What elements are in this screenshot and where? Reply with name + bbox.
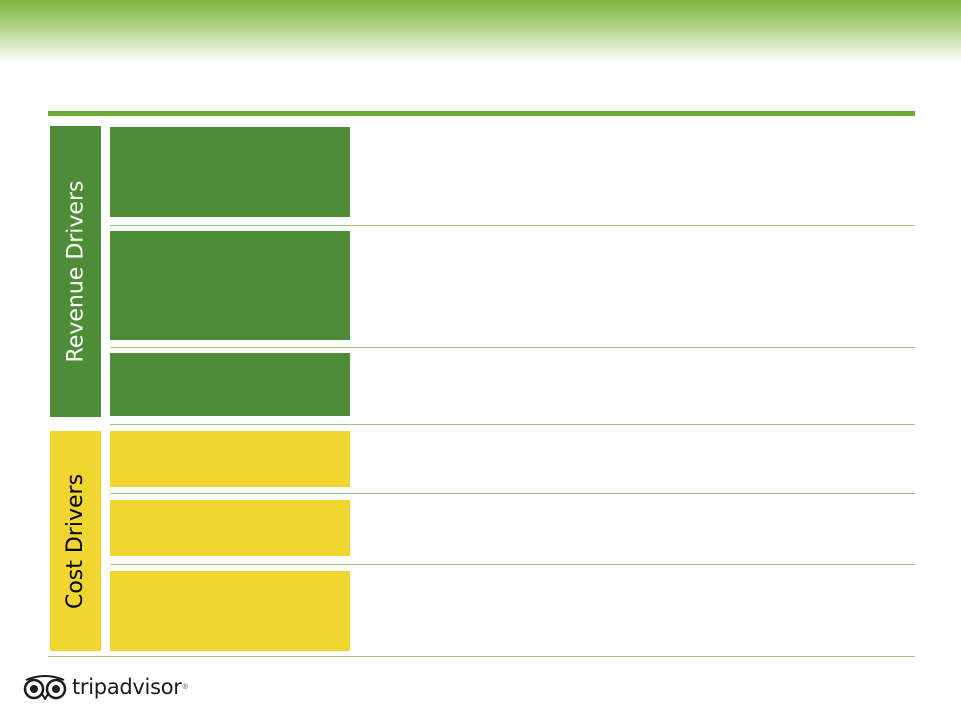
tripadvisor-owl-icon (23, 675, 67, 700)
cost-drivers-text: Cost Drivers (63, 473, 88, 609)
bottom-rule (48, 656, 915, 657)
row-divider (110, 424, 915, 425)
row-divider (110, 225, 915, 226)
tripadvisor-logo: tripadvisor ® (20, 672, 188, 702)
top-rule (48, 111, 915, 116)
header-band (0, 0, 961, 64)
revenue-driver-box-1 (110, 127, 350, 217)
revenue-driver-box-3 (110, 353, 350, 416)
cost-driver-box-3 (110, 571, 350, 651)
logo-wordmark: tripadvisor (72, 675, 182, 699)
cost-driver-box-2 (110, 500, 350, 556)
row-divider (110, 564, 915, 565)
cost-drivers-label: Cost Drivers (50, 431, 101, 651)
revenue-drivers-label: Revenue Drivers (50, 126, 101, 417)
row-divider (110, 347, 915, 348)
cost-driver-box-1 (110, 431, 350, 487)
logo-registered-mark: ® (182, 683, 188, 691)
revenue-driver-box-2 (110, 231, 350, 340)
revenue-drivers-text: Revenue Drivers (63, 180, 88, 363)
row-divider (110, 493, 915, 494)
